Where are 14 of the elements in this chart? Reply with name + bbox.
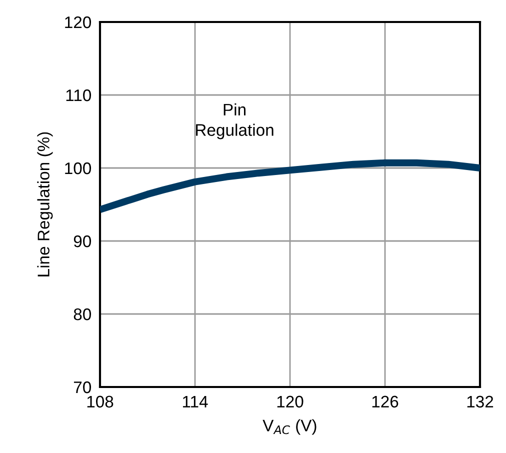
y-tick-label: 100 bbox=[65, 162, 92, 174]
y-tick-label: 90 bbox=[74, 235, 92, 248]
x-tick-label: 132 bbox=[467, 396, 494, 408]
annotation: Pin Regulation bbox=[196, 103, 274, 140]
x-tick-label: 114 bbox=[182, 396, 208, 408]
y-tick-label: 110 bbox=[66, 89, 92, 102]
y-tick-label: 120 bbox=[65, 16, 92, 28]
x-axis-title: V$_{AC}$ (V) bbox=[262, 419, 316, 435]
y-tick-label: 70 bbox=[74, 381, 92, 394]
y-axis-title: Line Regulation (%) bbox=[37, 132, 53, 276]
x-tick-label: 108 bbox=[87, 396, 114, 408]
x-tick-label: 120 bbox=[277, 396, 304, 408]
x-tick-label: 126 bbox=[372, 396, 398, 408]
y-tick-label: 80 bbox=[74, 308, 92, 320]
